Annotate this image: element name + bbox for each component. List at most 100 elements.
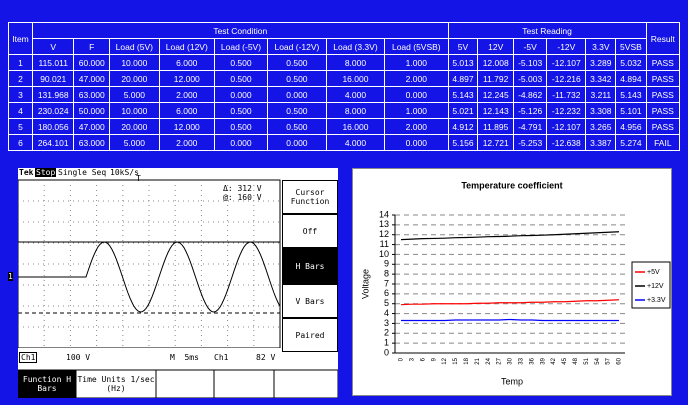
cell: 0.000 <box>385 87 448 103</box>
x-tick-label: 57 <box>606 357 612 364</box>
cell: 5.101 <box>616 103 646 119</box>
column-header: 5VSB <box>616 39 646 55</box>
trigger-source: Ch1 <box>214 353 228 362</box>
y-tick-label: 2 <box>384 328 389 338</box>
cell: 1 <box>9 55 33 71</box>
cell: 3.211 <box>586 87 616 103</box>
cell: 0.500 <box>268 71 327 87</box>
cell: 90.021 <box>32 71 73 87</box>
cell: 10.000 <box>110 103 160 119</box>
cell: 8.000 <box>326 103 384 119</box>
cell: 5 <box>9 119 33 135</box>
cell: 5.032 <box>616 55 646 71</box>
cell: 11.895 <box>478 119 514 135</box>
cell: 2.000 <box>159 87 214 103</box>
cell: 60.000 <box>74 55 110 71</box>
x-tick-label: 24 <box>486 357 492 364</box>
y-tick-label: 11 <box>380 239 389 249</box>
cell: PASS <box>646 87 679 103</box>
trigger-level: 82 V <box>256 353 275 362</box>
cell: -5.126 <box>514 103 547 119</box>
x-tick-label: 54 <box>595 357 601 364</box>
cell: 11.792 <box>478 71 514 87</box>
cell: 230.024 <box>32 103 73 119</box>
header-cell: Test Reading <box>448 23 646 39</box>
column-header: F <box>74 39 110 55</box>
y-axis-label: Voltage <box>360 269 370 299</box>
header-cell: Result <box>646 23 679 55</box>
cell: 2.000 <box>385 71 448 87</box>
cell: -12.638 <box>547 135 586 151</box>
cell: 12.245 <box>478 87 514 103</box>
cell: -12.107 <box>547 119 586 135</box>
run-status: Stop <box>35 168 56 177</box>
column-header: -5V <box>514 39 547 55</box>
column-header: 5V <box>448 39 478 55</box>
column-header: Load (12V) <box>159 39 214 55</box>
cell: 4 <box>9 103 33 119</box>
column-header: -12V <box>547 39 586 55</box>
chart: Temperature coefficient Voltage Temp 012… <box>352 168 672 396</box>
y-tick-label: 12 <box>379 229 389 239</box>
column-header: 12V <box>478 39 514 55</box>
cell: 0.500 <box>214 103 267 119</box>
cell: 50.000 <box>74 103 110 119</box>
cell: 5.143 <box>448 87 478 103</box>
cell: 264.101 <box>32 135 73 151</box>
cell: 5.000 <box>110 87 160 103</box>
y-tick-label: 7 <box>384 278 389 288</box>
x-tick-label: 60 <box>617 357 623 364</box>
cell: 131.968 <box>32 87 73 103</box>
cell: 4.912 <box>448 119 478 135</box>
cell: 3.308 <box>586 103 616 119</box>
legend-label: +12V <box>647 283 664 290</box>
x-tick-label: 15 <box>453 357 459 364</box>
x-tick-label: 42 <box>551 357 557 364</box>
column-header: Load (-5V) <box>214 39 267 55</box>
softkey[interactable]: Time Units 1/sec (Hz) <box>76 370 156 398</box>
cell: PASS <box>646 55 679 71</box>
cell: 63.000 <box>74 87 110 103</box>
cell: 0.000 <box>214 135 267 151</box>
volts-div: 100 V <box>66 353 90 362</box>
cell: 1.000 <box>385 103 448 119</box>
status-bar <box>18 348 282 368</box>
softkey[interactable]: Function H Bars <box>18 370 76 398</box>
cell: 63.000 <box>74 135 110 151</box>
menu-button[interactable]: V Bars <box>282 284 338 318</box>
cell: 6.000 <box>159 55 214 71</box>
cell: 2 <box>9 71 33 87</box>
cell: 0.000 <box>268 87 327 103</box>
cell: 47.000 <box>74 71 110 87</box>
menu-button[interactable]: Paired <box>282 318 338 352</box>
ground-marker: 1 <box>8 272 13 281</box>
column-header: Load (5VSB) <box>385 39 448 55</box>
cell: 6.000 <box>159 103 214 119</box>
menu-button[interactable]: H Bars <box>282 248 338 284</box>
x-tick-label: 45 <box>562 357 568 364</box>
cell: 4.000 <box>326 135 384 151</box>
cell: -12.107 <box>547 55 586 71</box>
x-tick-label: 12 <box>442 357 448 364</box>
menu-button[interactable]: Off <box>282 214 338 248</box>
column-header: Load (5V) <box>110 39 160 55</box>
y-tick-label: 6 <box>384 288 389 298</box>
cell: 0.500 <box>214 119 267 135</box>
cell: PASS <box>646 71 679 87</box>
legend-label: +5V <box>647 269 660 276</box>
cell: 3.289 <box>586 55 616 71</box>
x-tick-label: 27 <box>497 357 503 364</box>
x-tick-label: 36 <box>529 357 535 364</box>
x-tick-label: 48 <box>573 357 579 364</box>
cell: 12.000 <box>159 71 214 87</box>
y-tick-label: 1 <box>384 338 389 348</box>
cell: 16.000 <box>326 71 384 87</box>
cell: 1.000 <box>385 55 448 71</box>
cell: 0.000 <box>268 135 327 151</box>
header-cell: Test Condition <box>32 23 448 39</box>
